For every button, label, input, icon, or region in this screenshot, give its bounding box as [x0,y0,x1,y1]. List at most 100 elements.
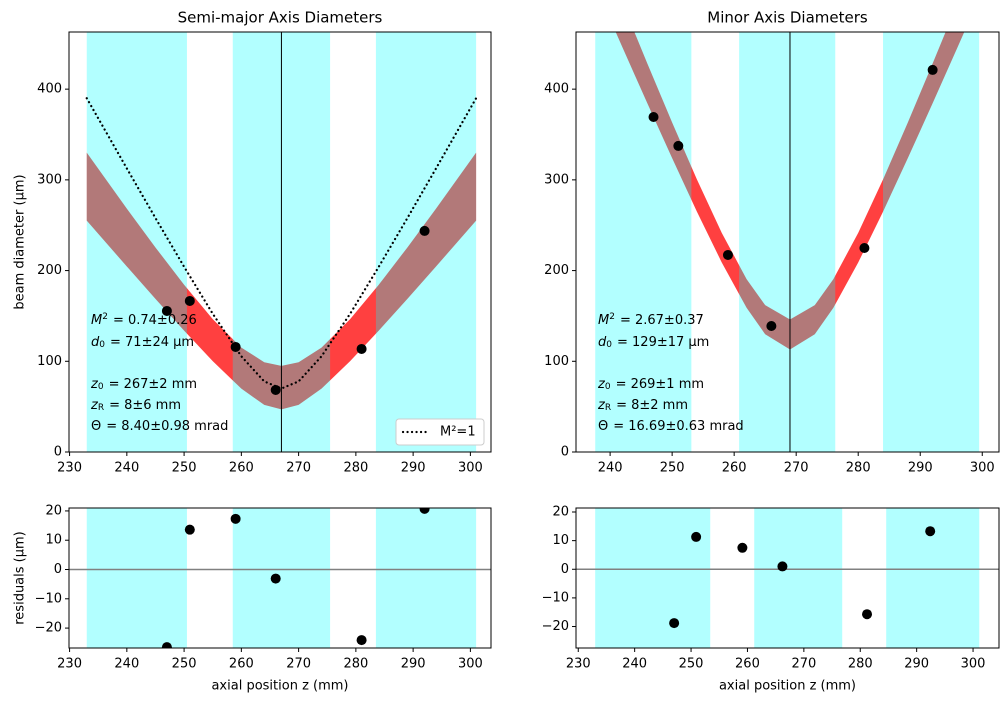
x-tick-label: 280 [846,461,871,476]
x-tick-label: 260 [735,657,760,672]
reference-curve [85,97,478,390]
annotation: Θ = 8.40±0.98 mrad [91,419,228,434]
y-tick-label: 20 [45,503,62,518]
shaded-band [375,32,477,452]
annotation-text: = 71±24 µm [110,335,194,350]
y-axis-label: beam diameter (µm) [13,174,28,309]
chart-title: Semi-major Axis Diameters [178,9,383,27]
annotation: M2 = 2.67±0.37 [598,312,704,328]
y-tick-label: 10 [45,533,62,548]
annotation: d0 = 129±17 µm [598,335,709,350]
x-tick-label: 250 [172,461,197,476]
shaded-band [739,32,836,452]
shaded-band [375,508,477,648]
annotation-symbol: z [597,398,606,413]
annotation-sub: R [98,403,104,413]
annotation-sub: 0 [605,382,611,392]
data-point [669,618,680,629]
y-tick-label: 300 [37,172,62,187]
x-tick-label: 300 [970,461,995,476]
x-axis-label: axial position z (mm) [719,679,856,694]
x-axis-label: axial position z (mm) [211,679,348,694]
data-point [270,384,281,395]
annotation: z0 = 269±1 mm [597,377,704,392]
x-tick-label: 290 [908,461,933,476]
data-point [270,573,281,584]
y-tick-label: 100 [37,354,62,369]
axes-frame [575,31,1000,453]
x-tick-label: 230 [57,461,82,476]
data-point [862,609,873,620]
shaded-band [86,508,187,648]
x-tick-label: 240 [114,461,139,476]
annotation-text: = 8±2 mm [616,398,688,413]
data-point [419,508,430,514]
annotation-symbol: z [90,377,99,392]
data-point [419,225,430,236]
shaded-band [595,32,692,452]
annotation-sub: R [605,403,611,413]
data-point [161,305,172,316]
annotation-sup: 2 [609,312,615,322]
annotation-symbol: d [598,335,607,350]
data-point [722,249,733,260]
y-tick-label: 300 [544,172,569,187]
shaded-band [232,508,331,648]
annotation-sub: 0 [606,340,612,350]
annotation-symbol: Θ [598,419,608,434]
annotation: zR = 8±2 mm [597,398,688,413]
chart-title: Minor Axis Diameters [707,9,868,27]
y-tick-label: 20 [552,505,569,520]
y-tick-label: 100 [544,354,569,369]
y-tick-label: 0 [561,562,569,577]
x-tick-label: 230 [566,657,591,672]
shaded-band [595,508,711,648]
annotation-symbol: Θ [91,419,101,434]
plot-area [69,508,491,648]
annotation: Θ = 16.69±0.63 mrad [598,419,744,434]
y-tick-label: −20 [35,621,62,636]
y-tick-label: 200 [544,263,569,278]
axes-frame [575,507,1000,649]
x-tick-label: 300 [961,657,986,672]
annotation-text: = 129±17 µm [617,335,709,350]
x-tick-label: 280 [343,657,368,672]
x-tick-label: 270 [286,461,311,476]
x-tick-label: 300 [458,461,483,476]
data-point [184,295,195,306]
plot-area [85,32,478,452]
annotation-symbol: z [90,398,99,413]
y-tick-label: 200 [37,263,62,278]
y-tick-label: 0 [561,445,569,460]
x-tick-label: 300 [458,657,483,672]
annotation-text: = 2.67±0.37 [620,313,704,328]
data-point [356,635,367,646]
y-tick-label: 400 [544,82,569,97]
data-point [925,526,936,537]
data-point [356,343,367,354]
y-tick-label: 0 [54,445,62,460]
annotation-symbol: d [91,335,100,350]
x-tick-label: 250 [679,657,704,672]
x-tick-label: 250 [172,657,197,672]
data-point [648,111,659,122]
x-tick-label: 290 [904,657,929,672]
y-axis-label: residuals (µm) [13,531,28,625]
x-tick-label: 250 [660,461,685,476]
annotation-symbol: M [91,313,102,328]
axes-frame [68,507,492,649]
x-tick-label: 240 [598,461,623,476]
fit-band [86,152,477,410]
data-point [230,513,241,524]
x-tick-label: 260 [722,461,747,476]
y-tick-label: −10 [35,591,62,606]
annotation: z0 = 267±2 mm [90,377,197,392]
data-point [927,64,938,75]
annotation: M2 = 0.74±0.26 [91,312,197,328]
data-point [691,531,702,542]
shaded-band [754,508,843,648]
plot-area [576,508,999,648]
data-point [230,341,241,352]
